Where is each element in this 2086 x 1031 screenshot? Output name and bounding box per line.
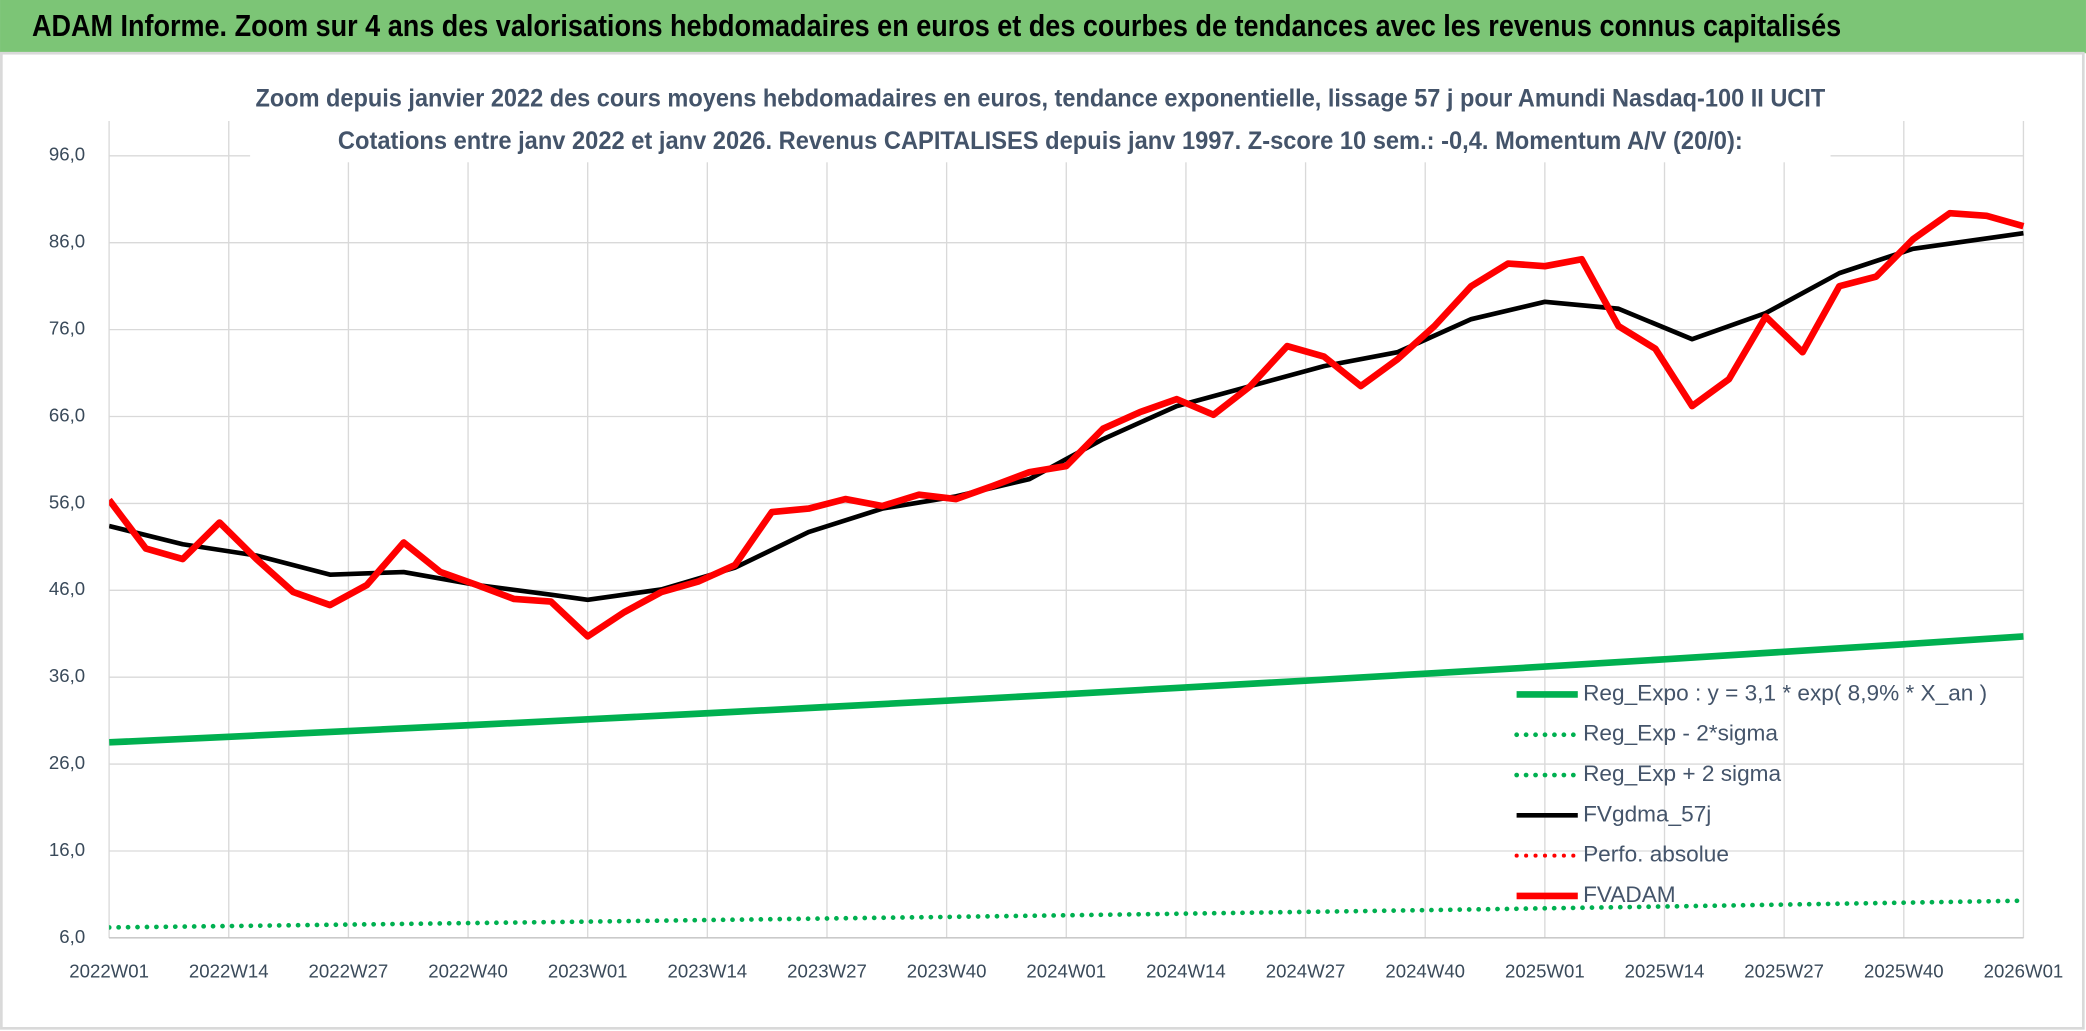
x-tick-label: 2023W40 <box>907 960 987 981</box>
grid: 6,0 16,0 26,0 36,0 46,0 56,0 66,0 76,0 86,0 96,0 2… <box>49 121 2063 981</box>
legend-label: Perfo. absolue <box>1583 842 1729 867</box>
x-tick-label: 2022W40 <box>428 960 508 981</box>
x-tick-label: 2024W14 <box>1146 960 1226 981</box>
x-tick-label: 2025W14 <box>1625 960 1705 981</box>
legend-label: Reg_Expo : y = 3,1 * exp( 8,9% * X_an ) <box>1583 680 1987 705</box>
series-line <box>109 898 2025 930</box>
series-line <box>109 633 2024 746</box>
series-line <box>109 209 2025 640</box>
subtitle-box <box>250 77 1831 163</box>
x-tick-label: 2025W40 <box>1864 960 1944 981</box>
x-tick-label: 2026W01 <box>1984 960 2064 981</box>
legend-label: Reg_Exp + 2 sigma <box>1583 761 1781 786</box>
x-tick-label: 2023W01 <box>548 960 628 981</box>
y-tick-label: 6,0 <box>59 926 85 947</box>
plot-area <box>109 209 2025 930</box>
y-tick-label: 56,0 <box>49 491 85 512</box>
x-tick-label: 2024W01 <box>1026 960 1106 981</box>
legend-label: Reg_Exp - 2*sigma <box>1583 721 1778 746</box>
y-tick-label: 66,0 <box>49 404 85 425</box>
title-bar <box>0 0 2086 54</box>
y-tick-label: 16,0 <box>49 839 85 860</box>
x-tick-label: 2024W27 <box>1266 960 1346 981</box>
x-tick-label: 2024W40 <box>1385 960 1465 981</box>
chart-frame <box>0 51 2085 1030</box>
x-tick-label: 2022W14 <box>189 960 269 981</box>
subtitle: Zoom depuis janvier 2022 des cours moyen… <box>255 84 1825 112</box>
x-tick-label: 2025W01 <box>1505 960 1585 981</box>
x-tick-label: 2022W27 <box>309 960 389 981</box>
y-tick-label: 86,0 <box>49 231 85 252</box>
y-tick-label: 26,0 <box>49 752 85 773</box>
legend: Reg_Expo : y = 3,1 * exp( 8,9% * X_an ) R… <box>1514 680 1987 907</box>
y-tick-label: 76,0 <box>49 318 85 339</box>
x-tick-label: 2025W27 <box>1744 960 1824 981</box>
page-title: ADAM Informe. Zoom sur 4 ans des valoris… <box>32 9 1841 43</box>
x-tick-label: 2023W14 <box>668 960 748 981</box>
legend-label: FVgdma_57j <box>1583 801 1711 826</box>
series-line <box>109 230 2024 603</box>
x-tick-label: 2022W01 <box>69 960 149 981</box>
x-tick-label: 2023W27 <box>787 960 867 981</box>
y-tick-label: 96,0 <box>49 144 85 165</box>
legend-label: FVADAM <box>1583 882 1676 907</box>
y-tick-label: 46,0 <box>49 578 85 599</box>
y-tick-label: 36,0 <box>49 665 85 686</box>
subtitle: Cotations entre janv 2022 et janv 2026. … <box>338 127 1743 155</box>
